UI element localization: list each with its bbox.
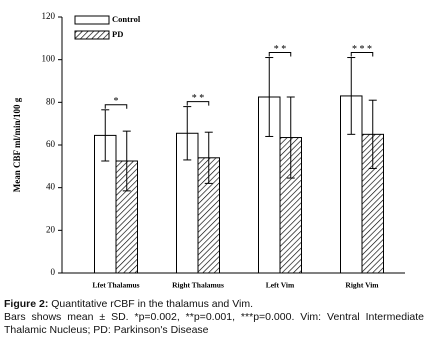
caption-body: Bars shows mean ± SD. *p=0.002, **p=0.00…: [4, 311, 424, 336]
caption-text: Figure 2: Quantitative rCBF in the thala…: [4, 298, 424, 311]
y-tick-label: 100: [42, 54, 56, 64]
y-tick-label: 40: [46, 182, 56, 192]
legend-swatch: [74, 15, 110, 25]
x-tick-label: Left Vim: [266, 281, 295, 290]
x-tick-label: Lfet Thalamus: [92, 281, 139, 290]
x-tick-label: Right Vim: [345, 281, 379, 290]
y-tick-label: 20: [46, 224, 56, 234]
caption-title: Quantitative rCBF in the thalamus and Vi…: [51, 298, 254, 310]
significance-marker: * *: [192, 93, 205, 104]
significance-bracket: [186, 101, 210, 106]
error-bar: [122, 130, 131, 192]
significance-bracket: [350, 52, 374, 57]
y-tick-label: 60: [46, 139, 56, 149]
caption-label: Figure 2:: [4, 298, 49, 310]
y-tick-label: 80: [46, 96, 56, 106]
significance-bracket: [268, 52, 292, 57]
error-bar: [368, 99, 377, 169]
chart: Mean CBF ml/min/100 g 0 20 40 60 80 100 120 Lfe…: [12, 11, 405, 290]
caption: Figure 2: Quantitative rCBF in the thala…: [4, 298, 424, 337]
significance-marker: *: [114, 96, 119, 107]
legend-swatch: [74, 30, 110, 40]
y-axis-label: Mean CBF ml/min/100 g: [12, 97, 22, 192]
x-tick-label: Right Thalamus: [172, 281, 224, 290]
significance-marker: * *: [274, 44, 287, 55]
significance-marker: * * *: [352, 44, 372, 55]
legend-label: PD: [112, 29, 123, 39]
error-bar: [101, 109, 110, 162]
error-bar: [347, 57, 356, 135]
y-tick-label: 120: [42, 11, 56, 21]
error-bar: [286, 96, 295, 179]
error-bar: [265, 57, 274, 137]
error-bar: [204, 131, 213, 184]
significance-bracket: [104, 104, 128, 109]
legend-label: Control: [112, 14, 141, 24]
y-tick-label: 0: [51, 267, 56, 277]
error-bar: [183, 106, 192, 161]
